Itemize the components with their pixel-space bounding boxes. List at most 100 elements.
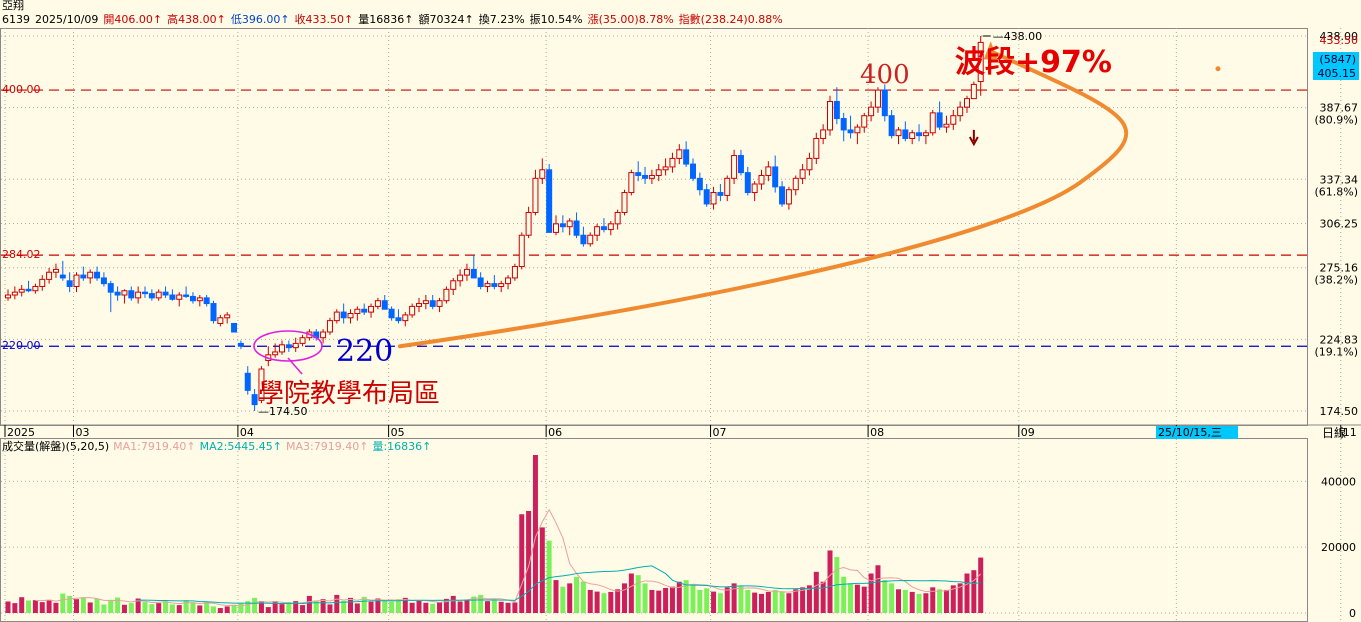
candle-body (183, 294, 190, 297)
volume-bar (26, 600, 32, 613)
volume-bar (334, 594, 340, 613)
volume-bar (80, 597, 86, 613)
badge-price: 405.15 (1318, 67, 1357, 80)
volume-bar (649, 589, 655, 613)
candle-body (792, 177, 799, 191)
volume-bar (574, 576, 580, 613)
candle-body (703, 189, 710, 205)
price-tick-label: 275.16 (1320, 262, 1359, 275)
volume-bar (765, 591, 771, 613)
price-tick-pct: (38.2%) (1314, 274, 1358, 287)
volume-bar (539, 527, 545, 613)
volume-bar (724, 587, 730, 613)
volume-tick-label: 20000 (1321, 541, 1356, 554)
volume-bar (711, 591, 717, 613)
volume-bar (53, 602, 59, 613)
candle-body (39, 278, 46, 287)
volume-bar (697, 589, 703, 613)
month-label: 05 (391, 426, 405, 439)
quote-line: 6139 2025/10/09 開406.00↑ 高438.00↑ 低396.00↑ 收4… (2, 13, 788, 27)
price-tick-label: 174.50 (1320, 405, 1359, 418)
volume-bar (793, 589, 799, 613)
volume-bar (402, 597, 408, 613)
volume-bar (464, 600, 470, 613)
candle-body (642, 174, 649, 179)
candle-body (580, 234, 587, 245)
quote-field-10: 漲(35.00)8.78% (587, 13, 674, 26)
volume-bar (937, 589, 943, 613)
volume-bar (368, 601, 374, 613)
candle-body (162, 291, 169, 296)
volume-bar (231, 604, 237, 613)
candle-body (470, 268, 477, 279)
candle-body (52, 268, 59, 273)
level-label: 284.02 (2, 248, 41, 261)
volume-bar (683, 580, 689, 613)
volume-bar (820, 581, 826, 613)
volume-bar (224, 606, 230, 613)
candle-body (422, 300, 429, 305)
volume-bar (149, 604, 155, 613)
candle-body (964, 98, 970, 108)
candle-body (189, 295, 196, 302)
volume-field-0: 成交量(解盤)(5,20,5) (2, 440, 110, 453)
candle-body (833, 100, 840, 120)
wave-gain-annotation: 波段+97% (955, 45, 1112, 80)
candle-body (217, 317, 224, 324)
volume-tick-label: 40000 (1321, 475, 1356, 488)
candle-body (929, 112, 936, 134)
candle-body (320, 331, 327, 339)
volume-bar (861, 586, 867, 613)
volume-bar (108, 599, 114, 613)
price-tick-label: 387.67 (1320, 102, 1359, 115)
candle-body (861, 115, 868, 128)
candle-body (847, 129, 854, 134)
candle-body (731, 155, 738, 179)
price-tick-label: 306.25 (1320, 218, 1359, 231)
volume-bar (587, 589, 593, 613)
volume-bar (813, 571, 819, 613)
volume-bar (656, 590, 662, 613)
candle-body (854, 126, 861, 134)
candle-body (559, 223, 566, 228)
candle-body (758, 174, 765, 185)
volume-bar (731, 583, 737, 613)
volume-bar (279, 604, 285, 613)
candle-body (292, 342, 299, 349)
quote-field-6: 量16836↑ (358, 13, 414, 26)
price-tick-pct: (19.1%) (1314, 345, 1358, 358)
volume-bar (909, 591, 915, 613)
level-label: 400.00 (2, 83, 41, 96)
candle-body (655, 169, 662, 176)
candle-body (491, 283, 498, 287)
volume-bar (320, 599, 326, 613)
candle-body (114, 291, 121, 296)
volume-bar (156, 603, 162, 613)
level-220-annotation: 220 (336, 334, 393, 369)
volume-bar (704, 588, 710, 613)
price-tick-pct: (80.9%) (1314, 114, 1358, 127)
candle-body (751, 183, 758, 194)
candle-body (477, 277, 484, 287)
volume-bar (738, 586, 744, 613)
quote-field-3: 高438.00↑ (167, 13, 226, 26)
candle-body (696, 177, 703, 191)
candle-body (409, 305, 416, 316)
volume-bar (806, 585, 812, 613)
candle-body (970, 83, 977, 100)
candle-body (587, 234, 594, 245)
month-label: 04 (240, 426, 254, 439)
candle-body (18, 288, 25, 293)
volume-bar (265, 607, 271, 613)
volume-bar (676, 581, 682, 613)
candle-body (457, 274, 464, 282)
stock-name: 亞翔 (2, 0, 24, 12)
candle-body (724, 177, 731, 196)
candle-body (573, 220, 580, 236)
quote-field-0: 6139 (2, 13, 30, 26)
volume-bar (450, 595, 456, 613)
volume-ma-line (138, 565, 981, 604)
volume-bar (163, 601, 169, 613)
candle-body (525, 211, 532, 236)
